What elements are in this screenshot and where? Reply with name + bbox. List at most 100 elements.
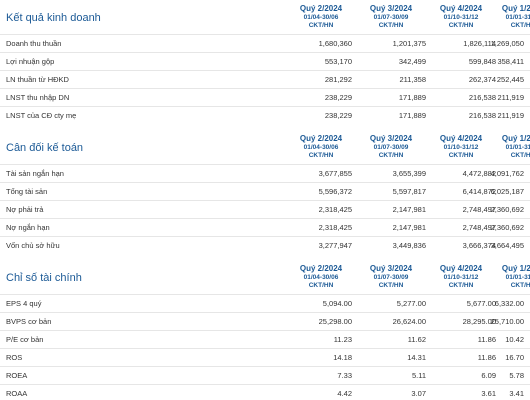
row-label: Tổng tài sản <box>6 187 48 196</box>
table-cell: 3.41 <box>509 389 524 398</box>
column-quarter[interactable]: Quý 1/2025 <box>501 264 530 273</box>
column-header-q3-2024: Quý 3/2024 01/07-30/09 CKT/HN <box>356 4 426 31</box>
table-cell: 342,499 <box>398 57 426 66</box>
column-quarter[interactable]: Quý 4/2024 <box>439 264 483 273</box>
row-label: Doanh thu thuần <box>6 39 62 48</box>
column-header-q1-2025: Quý 1/2025 01/01-31/03 CKT/HN <box>488 4 530 31</box>
table-cell: 5,094.00 <box>322 299 352 308</box>
column-quarter[interactable]: Quý 3/2024 <box>369 134 413 143</box>
section-header: Cân đối kế toán Quý 2/2024 01/04-30/06 C… <box>0 130 530 164</box>
column-quarter[interactable]: Quý 1/2025 <box>501 4 530 13</box>
table-cell: 25,298.00 <box>318 317 352 326</box>
table-cell: 6,025,187 <box>490 187 524 196</box>
section-business-results: Kết quả kinh doanh Quý 2/2024 01/04-30/0… <box>0 0 530 124</box>
table-cell: 11.23 <box>333 335 352 344</box>
table-body: Tài sản ngắn hạn 3,677,855 3,655,399 4,472,… <box>0 164 530 254</box>
table-cell: 1,201,375 <box>392 39 426 48</box>
column-quarter[interactable]: Quý 2/2024 <box>299 134 343 143</box>
column-quarter[interactable]: Quý 4/2024 <box>439 134 483 143</box>
column-unit: CKT/HN <box>378 282 404 289</box>
column-quarter[interactable]: Quý 2/2024 <box>299 4 343 13</box>
column-unit: CKT/HN <box>510 22 530 29</box>
table-cell: 5,597,817 <box>392 187 426 196</box>
section-header: Kết quả kinh doanh Quý 2/2024 01/04-30/0… <box>0 0 530 34</box>
table-row: Vốn chủ sở hữu 3,277,947 3,449,836 3,666,37… <box>0 236 530 254</box>
table-row: LN thuần từ HĐKD 281,292 211,358 262,374 252… <box>0 70 530 88</box>
column-dates: 01/10-31/12 <box>443 273 479 281</box>
row-label: ROS <box>6 353 23 362</box>
table-cell: 6.09 <box>481 371 496 380</box>
column-header-q2-2024: Quý 2/2024 01/04-30/06 CKT/HN <box>286 134 356 161</box>
table-cell: 262,374 <box>468 75 496 84</box>
column-dates: 01/01-31/03 <box>505 143 530 151</box>
table-cell: 3,666,374 <box>462 241 496 250</box>
column-unit: CKT/HN <box>448 282 474 289</box>
table-cell: 171,889 <box>398 111 426 120</box>
table-cell: 16.70 <box>505 353 524 362</box>
section-title[interactable]: Cân đối kế toán <box>6 142 84 154</box>
column-quarter[interactable]: Quý 3/2024 <box>369 4 413 13</box>
column-dates: 01/04-30/06 <box>303 143 339 151</box>
table-cell: 3,449,836 <box>392 241 426 250</box>
table-cell: 1,680,360 <box>318 39 352 48</box>
column-header-q4-2024: Quý 4/2024 01/10-31/12 CKT/HN <box>426 264 496 291</box>
table-row: LNST thu nhập DN 238,229 171,889 216,538 211… <box>0 88 530 106</box>
table-cell: 14.18 <box>333 353 352 362</box>
table-row: Nợ phải trả 2,318,425 2,147,981 2,748,497 2,… <box>0 200 530 218</box>
table-cell: 4,472,882 <box>462 169 496 178</box>
table-row: ROAA 4.42 3.07 3.61 3.41 <box>0 384 530 400</box>
row-label: LN thuần từ HĐKD <box>6 75 69 84</box>
column-header-q1-2025: Quý 1/2025 01/01-31/03 CKT/HN <box>488 134 530 161</box>
table-cell: 3,277,947 <box>318 241 352 250</box>
column-dates: 01/07-30/09 <box>373 13 409 21</box>
row-label: ROAA <box>6 389 28 398</box>
section-title[interactable]: Chỉ số tài chính <box>6 272 82 284</box>
column-unit: CKT/HN <box>510 282 530 289</box>
table-cell: 28,295.00 <box>462 317 496 326</box>
table-cell: 553,170 <box>324 57 352 66</box>
table-cell: 2,147,981 <box>392 205 426 214</box>
column-header-q4-2024: Quý 4/2024 01/10-31/12 CKT/HN <box>426 4 496 31</box>
table-row: ROEA 7.33 5.11 6.09 5.78 <box>0 366 530 384</box>
table-cell: 1,269,050 <box>490 39 524 48</box>
table-cell: 2,360,692 <box>490 223 524 232</box>
table-cell: 211,919 <box>497 93 524 102</box>
table-cell: 3.61 <box>481 389 496 398</box>
table-cell: 211,919 <box>497 111 524 120</box>
column-header-q3-2024: Quý 3/2024 01/07-30/09 CKT/HN <box>356 134 426 161</box>
column-quarter[interactable]: Quý 2/2024 <box>299 264 343 273</box>
table-cell: 4.42 <box>337 389 352 398</box>
table-cell: 3,677,855 <box>318 169 352 178</box>
row-label: EPS 4 quý <box>6 299 42 308</box>
table-cell: 6,332.00 <box>494 299 524 308</box>
table-row: ROS 14.18 14.31 11.86 16.70 <box>0 348 530 366</box>
table-row: Tổng tài sản 5,596,372 5,597,817 6,414,872 6… <box>0 182 530 200</box>
column-quarter[interactable]: Quý 3/2024 <box>369 264 413 273</box>
table-cell: 5,596,372 <box>318 187 352 196</box>
column-header-q3-2024: Quý 3/2024 01/07-30/09 CKT/HN <box>356 264 426 291</box>
column-dates: 01/01-31/03 <box>505 273 530 281</box>
column-dates: 01/10-31/12 <box>443 143 479 151</box>
table-cell: 14.31 <box>407 353 426 362</box>
column-unit: CKT/HN <box>378 152 404 159</box>
table-cell: 238,229 <box>324 93 352 102</box>
row-label: Nợ ngắn hạn <box>6 223 50 232</box>
column-dates: 01/01-31/03 <box>505 13 530 21</box>
table-cell: 2,318,425 <box>318 205 352 214</box>
column-unit: CKT/HN <box>308 22 334 29</box>
section-title[interactable]: Kết quả kinh doanh <box>6 12 101 24</box>
table-cell: 238,229 <box>324 111 352 120</box>
column-unit: CKT/HN <box>308 152 334 159</box>
table-cell: 358,411 <box>497 57 524 66</box>
table-cell: 5,277.00 <box>396 299 426 308</box>
table-cell: 5.78 <box>509 371 524 380</box>
column-unit: CKT/HN <box>510 152 530 159</box>
table-row: EPS 4 quý 5,094.00 5,277.00 5,677.00 6,332.0… <box>0 294 530 312</box>
table-cell: 1,826,114 <box>463 39 496 48</box>
table-cell: 5.11 <box>411 371 426 380</box>
table-cell: 25,710.00 <box>490 317 524 326</box>
column-quarter[interactable]: Quý 4/2024 <box>439 4 483 13</box>
column-quarter[interactable]: Quý 1/2025 <box>501 134 530 143</box>
table-row: LNST của CĐ cty mẹ 238,229 171,889 216,538 2… <box>0 106 530 124</box>
table-cell: 281,292 <box>324 75 352 84</box>
